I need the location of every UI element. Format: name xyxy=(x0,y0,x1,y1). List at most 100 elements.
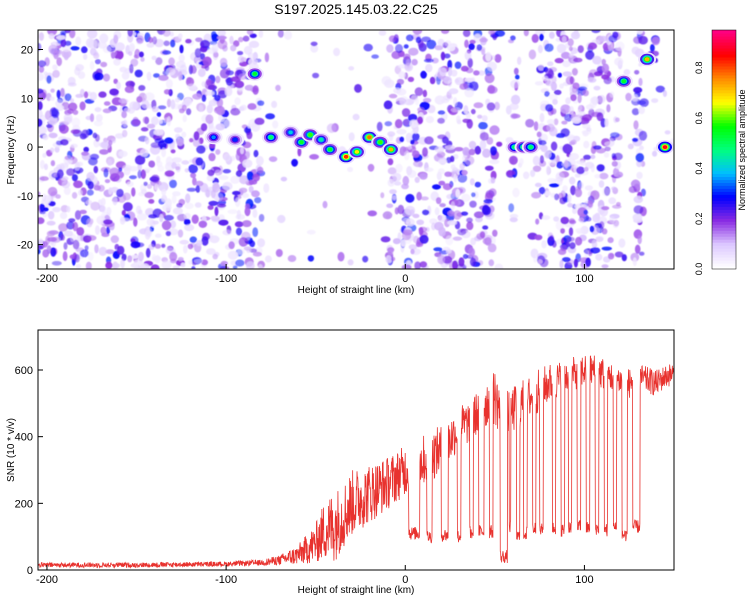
spectrogram-noise-blob xyxy=(172,265,180,269)
spectrogram-noise-blob xyxy=(576,109,582,118)
spectrogram-noise-blob xyxy=(651,36,660,46)
spectrogram-noise-blob xyxy=(487,84,496,94)
spectrogram-noise-blob xyxy=(599,221,605,230)
spectrogram-noise-blob xyxy=(604,118,609,128)
spectrogram-noise-blob xyxy=(633,87,643,94)
spectrogram-noise-blob xyxy=(568,106,575,115)
spectrogram-noise-blob xyxy=(171,194,177,204)
spectrogram-noise-blob xyxy=(268,156,278,163)
spectrogram-feature xyxy=(261,130,280,145)
spectrogram-noise-blob xyxy=(48,210,55,220)
colorbar-segment xyxy=(712,194,736,198)
spectrogram-noise-blob xyxy=(446,193,455,200)
spectrogram-noise-blob xyxy=(450,164,456,170)
spectrogram-noise-blob xyxy=(122,119,128,128)
spectrogram-noise-blob xyxy=(163,117,170,123)
spectrogram-noise-blob xyxy=(170,149,176,154)
spectrogram-noise-blob xyxy=(118,150,128,157)
spectrogram-noise-blob xyxy=(422,147,428,158)
spectrogram-noise-blob xyxy=(560,228,565,234)
spectrogram-noise-blob xyxy=(474,145,482,155)
spectrogram-noise-blob xyxy=(74,161,81,171)
spectrogram-noise-blob xyxy=(575,236,583,246)
spectrogram-noise-blob xyxy=(623,69,631,76)
spectrogram-noise-blob xyxy=(144,92,155,101)
spectrogram-noise-blob xyxy=(38,118,43,127)
spectrogram-noise-blob xyxy=(180,262,186,268)
spectrogram-noise-blob xyxy=(417,107,425,113)
spectrogram-noise-blob xyxy=(538,259,543,264)
spectrogram-noise-blob xyxy=(113,34,119,44)
spectrogram-noise-blob xyxy=(560,244,568,252)
snr-x-ticks: -200 -100 0 100 xyxy=(36,565,594,586)
spectrogram-noise-blob xyxy=(70,98,75,103)
spectrogram-noise-blob xyxy=(593,85,601,91)
spectrogram-noise-blob xyxy=(263,183,270,194)
spectrogram-noise-blob xyxy=(387,178,395,187)
spectrogram-noise-blob xyxy=(98,91,107,98)
spectrogram-noise-blob xyxy=(395,44,403,53)
spectrogram-noise-blob xyxy=(220,260,228,266)
spectrogram-noise-blob xyxy=(277,214,286,224)
spectrogram-noise-blob xyxy=(490,146,497,156)
spectrogram-noise-blob xyxy=(450,155,455,162)
spectrogram-noise-blob xyxy=(434,45,444,51)
spectrogram-noise-blob xyxy=(583,140,590,149)
spectrogram-noise-blob xyxy=(627,143,634,150)
spectrogram-noise-blob xyxy=(403,150,410,161)
spectrogram-noise-blob xyxy=(584,166,589,172)
spectrogram-x-tick-label: 100 xyxy=(575,273,593,285)
colorbar-segment xyxy=(712,224,736,228)
spectrogram-noise-blob xyxy=(489,159,500,165)
spectrogram-noise-blob xyxy=(184,212,191,220)
spectrogram-noise-blob xyxy=(488,259,495,267)
spectrogram-noise-blob xyxy=(484,237,492,246)
spectrogram-noise-blob xyxy=(602,187,611,197)
spectrogram-noise-blob xyxy=(161,220,172,231)
spectrogram-noise-blob xyxy=(134,69,143,78)
spectrogram-noise-blob xyxy=(598,95,606,104)
spectrogram-noise-blob xyxy=(56,164,62,170)
colorbar-segment xyxy=(712,266,736,270)
spectrogram-noise-blob xyxy=(56,89,61,99)
spectrogram-noise-blob xyxy=(164,137,174,144)
spectrogram-x-tick-label: -200 xyxy=(36,273,58,285)
spectrogram-noise-blob xyxy=(119,66,127,73)
spectrogram-noise-blob xyxy=(437,134,447,140)
spectrogram-noise-blob xyxy=(205,114,214,124)
spectrogram-noise-blob xyxy=(510,94,521,105)
spectrogram-noise-blob xyxy=(89,113,95,122)
spectrogram-noise-blob xyxy=(275,84,281,92)
spectrogram-noise-blob xyxy=(90,201,100,211)
spectrogram-noise-blob xyxy=(489,125,500,135)
spectrogram-noise-blob xyxy=(75,36,82,46)
spectrogram-noise-blob xyxy=(554,178,561,183)
spectrogram-noise-blob xyxy=(248,185,254,193)
spectrogram-noise-blob xyxy=(252,85,259,95)
spectrogram-noise-blob xyxy=(38,65,45,73)
spectrogram-noise-blob xyxy=(175,133,181,140)
spectrogram-noise-blob xyxy=(433,247,443,252)
spectrogram-noise-blob xyxy=(127,255,133,263)
spectrogram-noise-blob xyxy=(169,179,177,189)
spectrogram-noise-blob xyxy=(487,243,497,253)
spectrogram-noise-blob xyxy=(94,107,102,113)
spectrogram-noise-blob xyxy=(214,169,222,176)
snr-y-ticks: 0 200 400 600 xyxy=(15,365,43,577)
spectrogram-noise-blob xyxy=(326,123,337,133)
spectrogram-noise-blob xyxy=(466,118,473,129)
spectrogram-noise-blob xyxy=(494,54,502,63)
spectrogram-noise-blob xyxy=(155,57,163,65)
spectrogram-noise-blob xyxy=(534,234,543,241)
spectrogram-noise-blob xyxy=(554,57,564,64)
spectrogram-noise-blob xyxy=(613,152,623,161)
spectrogram-noise-blob xyxy=(437,168,445,175)
spectrogram-noise-blob xyxy=(412,30,423,35)
spectrogram-noise-blob xyxy=(157,105,167,110)
spectrogram-noise-blob xyxy=(578,104,583,111)
spectrogram-y-ticks: -20 -10 0 10 20 xyxy=(17,45,43,252)
spectrogram-noise-blob xyxy=(140,127,149,132)
colorbar-segment xyxy=(712,38,736,43)
spectrogram-noise-blob xyxy=(143,167,152,172)
